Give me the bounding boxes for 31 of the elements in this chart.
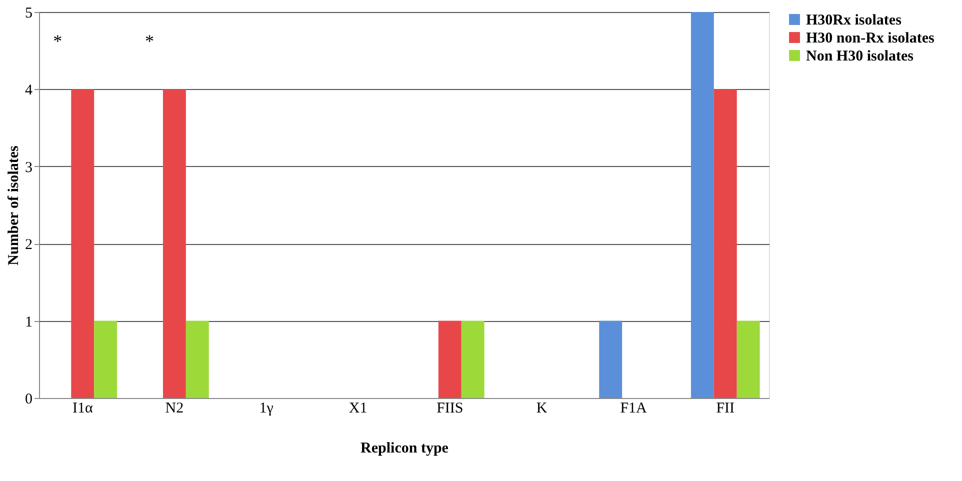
- y-tick-label: 3: [25, 160, 32, 176]
- bar: [71, 89, 94, 398]
- y-tick-label: 2: [25, 237, 32, 254]
- x-tick-label: N2: [165, 400, 184, 416]
- x-axis-title: Replicon type: [360, 440, 449, 456]
- y-tick-label: 4: [25, 82, 33, 99]
- annotation: *: [53, 31, 62, 51]
- y-tick-label: 5: [25, 6, 32, 22]
- x-tick-label: F1A: [620, 400, 648, 416]
- annotation: *: [144, 31, 154, 51]
- bar: [186, 320, 209, 398]
- x-tick-label: K: [536, 400, 548, 416]
- legend-label: H30Rx isolates: [806, 12, 902, 28]
- bar: [714, 89, 737, 398]
- y-tick-label: 0: [25, 392, 32, 408]
- x-tick-label: 1γ: [259, 400, 274, 416]
- x-tick-label: X1: [348, 400, 368, 416]
- bar: [162, 89, 186, 398]
- bar: [438, 320, 462, 398]
- x-tick-label: FIIS: [436, 400, 464, 416]
- legend-label: H30 non-Rx isolates: [806, 30, 935, 46]
- bar: [736, 320, 760, 398]
- x-tick-label: I1α: [72, 400, 93, 416]
- y-tick-label: 1: [25, 314, 32, 330]
- legend-label: Non H30 isolates: [806, 48, 914, 64]
- bar: [690, 12, 714, 398]
- bar: [599, 320, 622, 398]
- bar: [461, 320, 484, 398]
- y-axis-title: Number of isolates: [6, 145, 22, 266]
- x-tick-label: FII: [716, 400, 735, 416]
- bar: [94, 320, 118, 398]
